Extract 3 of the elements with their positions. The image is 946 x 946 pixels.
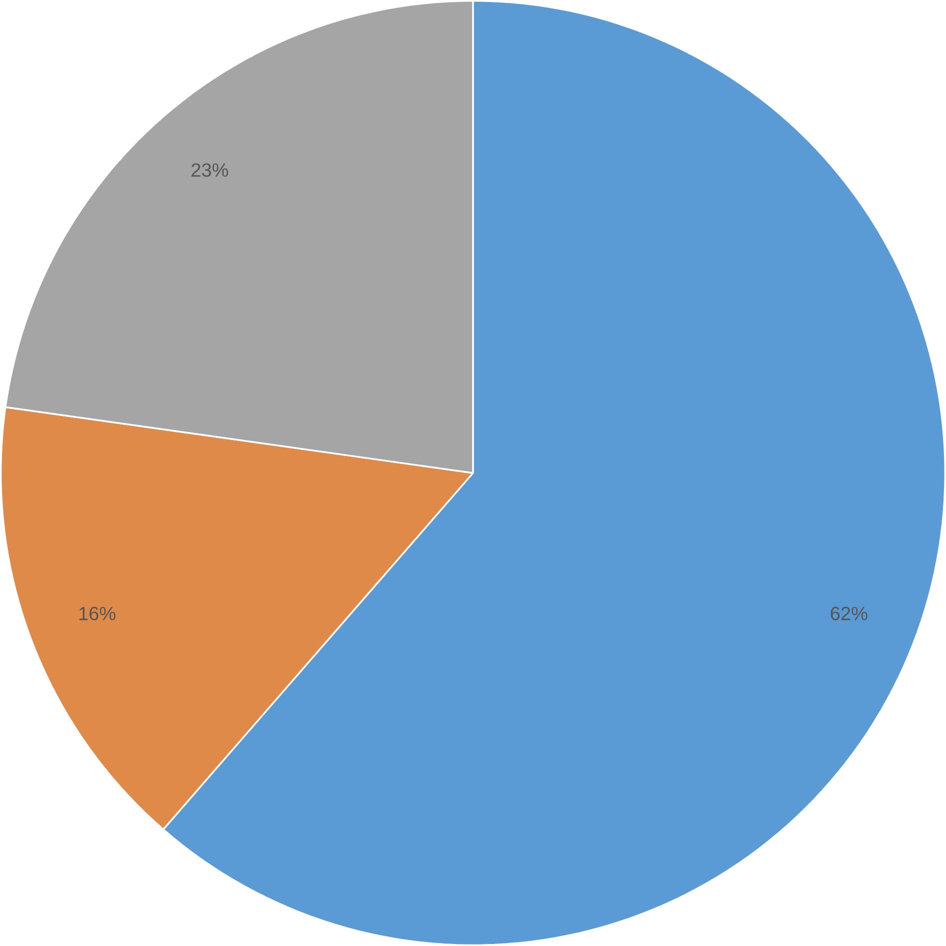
data-label: 23% <box>192 163 228 177</box>
data-label: 16% <box>79 606 116 620</box>
data-label: 62% <box>830 606 868 620</box>
